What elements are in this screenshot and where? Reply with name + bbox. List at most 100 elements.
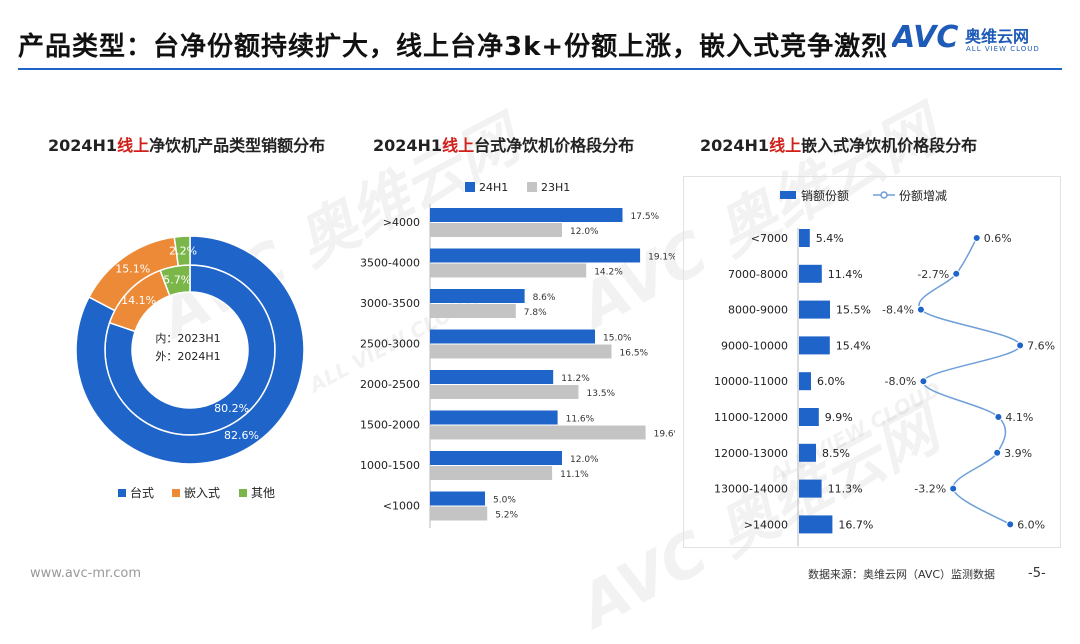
donut-slice-label: 5.7% <box>163 274 191 287</box>
line-point <box>952 269 961 278</box>
line-point <box>1006 520 1015 529</box>
data-label: 13.5% <box>587 389 616 399</box>
line-point <box>916 305 925 314</box>
line-point <box>993 448 1002 457</box>
data-label: 15.5% <box>836 304 871 317</box>
category-label: 11000-12000 <box>714 411 788 424</box>
bar-23H1 <box>430 304 516 318</box>
category-label: 1000-1500 <box>360 459 420 472</box>
donut-slice-label: 2.2% <box>169 245 197 258</box>
data-label: 9.9% <box>825 411 853 424</box>
bar-24H1 <box>430 451 562 465</box>
category-label: 9000-10000 <box>721 339 788 352</box>
donut-slice-label: 82.6% <box>224 429 259 442</box>
line-data-label: 7.6% <box>1027 339 1055 352</box>
page-title: 产品类型：台净份额持续扩大，线上台净3k+份额上涨，嵌入式竞争激烈 <box>18 32 889 62</box>
data-label: 11.3% <box>828 483 863 496</box>
donut-chart: 80.2% 14.1% 5.7% 82.6% 15.1% 2.2% 内：2023H1 外：20… <box>75 235 305 500</box>
bar-24H1 <box>430 248 641 263</box>
category-label: 1500-2000 <box>360 419 420 432</box>
bar-23H1 <box>430 466 553 480</box>
data-label: 19.6% <box>654 430 675 440</box>
category-label: <1000 <box>383 500 420 513</box>
bar-share <box>799 408 819 426</box>
data-label: 19.1% <box>648 253 675 263</box>
donut-center-label-inner: 内：2023H1 <box>155 331 220 345</box>
legend-swatch <box>118 489 126 497</box>
donut-slice-outer <box>173 235 191 267</box>
category-label: >4000 <box>383 216 420 229</box>
legend-swatch <box>527 182 537 192</box>
bar-24H1 <box>430 410 558 425</box>
legend-swatch <box>239 489 247 497</box>
legend-label: 份额增减 <box>899 189 947 203</box>
data-label: 7.8% <box>524 308 547 318</box>
category-label: 3000-3500 <box>360 297 420 310</box>
category-label: 3500-4000 <box>360 257 420 270</box>
data-label: 11.6% <box>566 415 595 425</box>
bar-share <box>799 479 822 498</box>
bar-share <box>799 372 811 391</box>
legend-swatch <box>172 489 180 497</box>
line-data-label: 0.6% <box>984 232 1012 245</box>
legend-swatch <box>780 191 796 199</box>
data-label: 5.2% <box>495 511 518 521</box>
legend-swatch <box>465 182 475 192</box>
bar-share <box>799 336 830 355</box>
donut-slice-label: 15.1% <box>115 263 150 276</box>
bar-24H1 <box>430 329 595 344</box>
line-data-label: -8.0% <box>884 375 916 388</box>
logo-text: AVC <box>892 20 958 55</box>
line-data-label: -8.4% <box>882 304 914 317</box>
data-label: 11.4% <box>828 268 863 281</box>
donut-center-label-outer: 外：2024H1 <box>155 350 220 363</box>
bar-23H1 <box>430 223 562 237</box>
data-label: 5.4% <box>816 232 844 245</box>
footer-source: 数据来源：奥维云网（AVC）监测数据 <box>808 568 996 581</box>
bar-share <box>799 443 816 462</box>
bar-23H1 <box>430 506 488 521</box>
category-label: <7000 <box>751 232 788 245</box>
price-bar-chart: 24H1 23H1 >4000 17.5% 12.0% 3500-4000 19.1% 14.… <box>360 181 675 528</box>
line-point <box>972 234 981 242</box>
data-label: 16.5% <box>620 349 649 359</box>
data-label: 14.2% <box>594 268 623 278</box>
bar-share <box>799 229 810 247</box>
logo-cn: 奥维云网 <box>965 27 1029 46</box>
line-data-label: -3.2% <box>914 483 946 496</box>
bar-23H1 <box>430 385 579 399</box>
legend-label: 嵌入式 <box>184 486 220 500</box>
embedded-chart-frame <box>683 176 1061 548</box>
data-label: 17.5% <box>631 212 660 222</box>
legend-label: 其他 <box>251 486 275 500</box>
bar-24H1 <box>430 370 554 384</box>
donut-slice-outer <box>75 235 305 465</box>
category-label: 7000-8000 <box>728 268 788 281</box>
header-rule <box>18 68 1062 70</box>
embedded-chart-title: 2024H1线上嵌入式净饮机价格段分布 <box>700 136 978 155</box>
footer-website: www.avc-mr.com <box>30 566 142 581</box>
line-point <box>994 413 1003 421</box>
data-label: 12.0% <box>570 455 599 465</box>
legend-label: 23H1 <box>541 181 570 194</box>
bar-23H1 <box>430 263 587 278</box>
bar-24H1 <box>430 491 485 506</box>
line-data-label: 4.1% <box>1005 411 1033 424</box>
donut-chart-title: 2024H1线上净饮机产品类型销额分布 <box>48 136 326 155</box>
data-label: 12.0% <box>570 227 599 237</box>
line-data-label: -2.7% <box>917 268 949 281</box>
data-label: 15.4% <box>836 339 871 352</box>
data-label: 5.0% <box>493 496 516 506</box>
category-label: 8000-9000 <box>728 304 788 317</box>
bar-chart-title: 2024H1线上台式净饮机价格段分布 <box>373 136 635 155</box>
data-label: 11.2% <box>561 374 590 384</box>
data-label: 8.6% <box>533 293 556 303</box>
bar-share <box>799 300 830 319</box>
category-label: 10000-11000 <box>714 375 788 388</box>
page-number: -5- <box>1028 566 1046 581</box>
data-label: 8.5% <box>822 447 850 460</box>
category-label: 12000-13000 <box>714 447 788 460</box>
legend-label: 台式 <box>130 485 154 500</box>
line-point <box>949 484 958 493</box>
share-change-line <box>918 237 1021 526</box>
